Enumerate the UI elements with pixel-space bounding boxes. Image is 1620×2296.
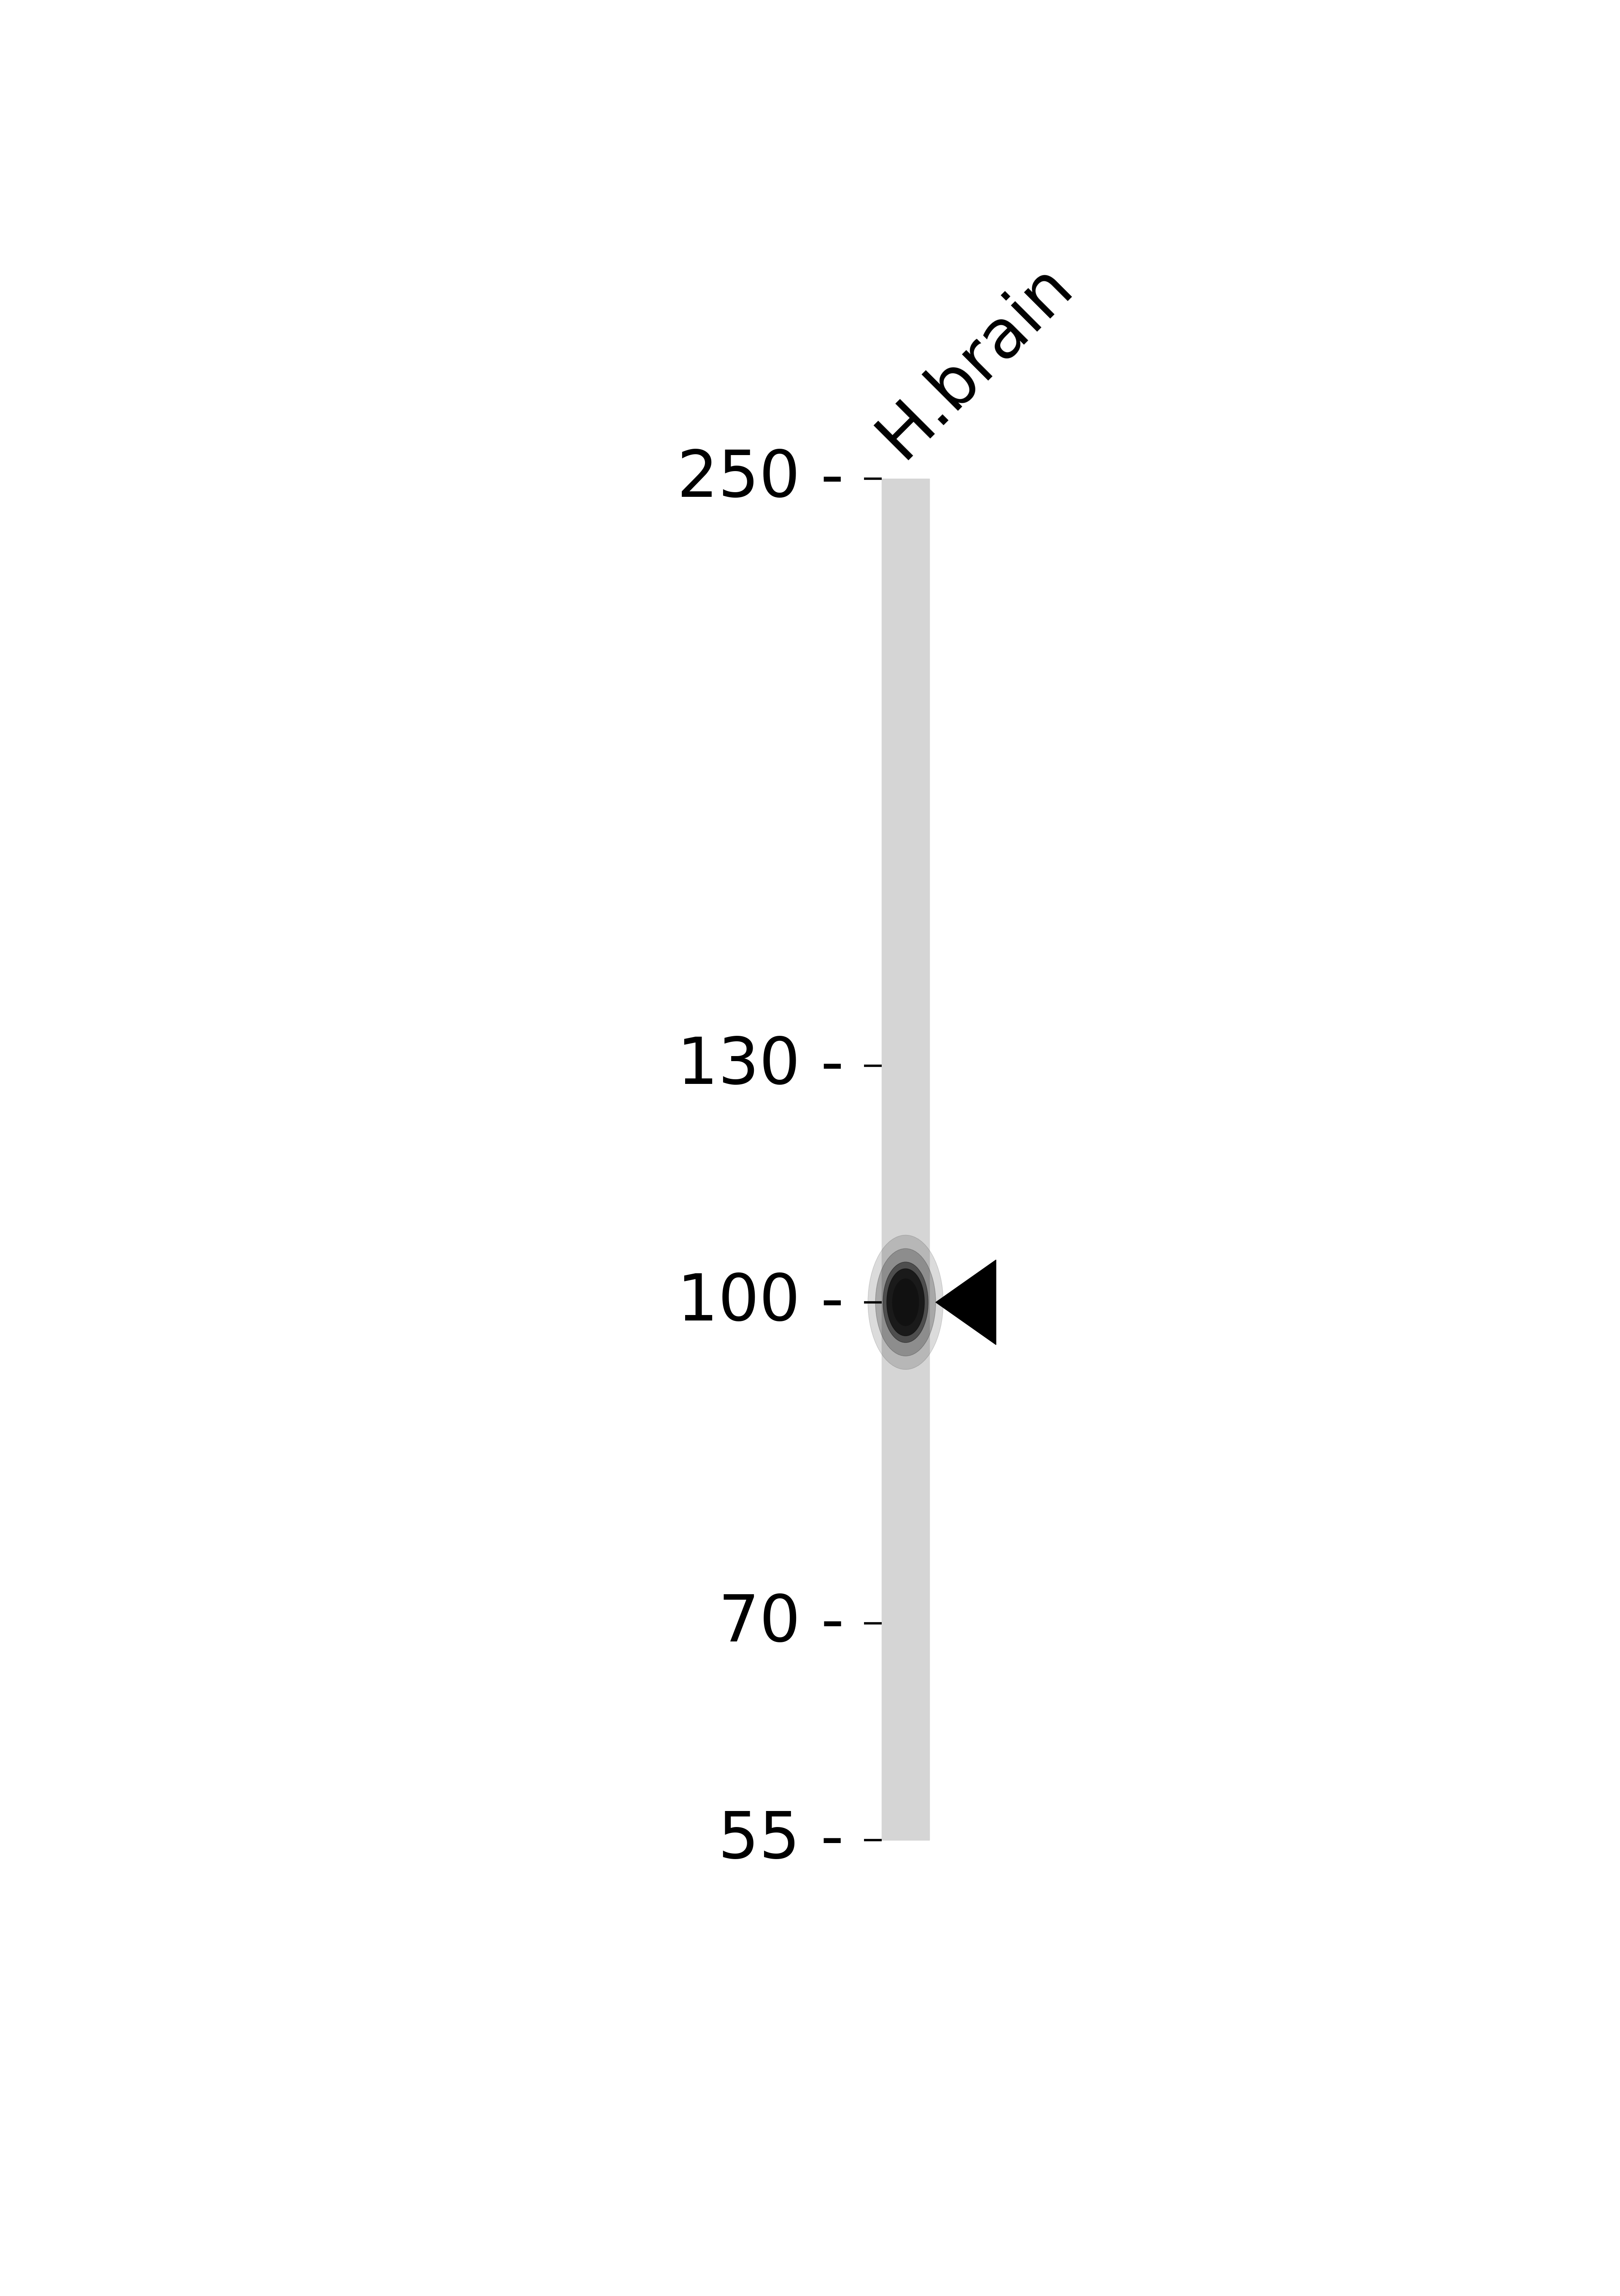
Ellipse shape: [875, 1249, 936, 1357]
Ellipse shape: [883, 1263, 928, 1343]
Text: 70 -: 70 -: [718, 1591, 844, 1655]
Text: 130 -: 130 -: [677, 1035, 844, 1097]
Ellipse shape: [868, 1235, 943, 1368]
Text: 55 -: 55 -: [718, 1809, 844, 1871]
Polygon shape: [936, 1261, 996, 1345]
Text: 250 -: 250 -: [677, 448, 844, 510]
Ellipse shape: [893, 1279, 919, 1325]
Text: H.brain: H.brain: [865, 250, 1084, 471]
Ellipse shape: [886, 1270, 925, 1336]
Bar: [881, 480, 930, 1839]
Text: 100 -: 100 -: [677, 1272, 844, 1334]
